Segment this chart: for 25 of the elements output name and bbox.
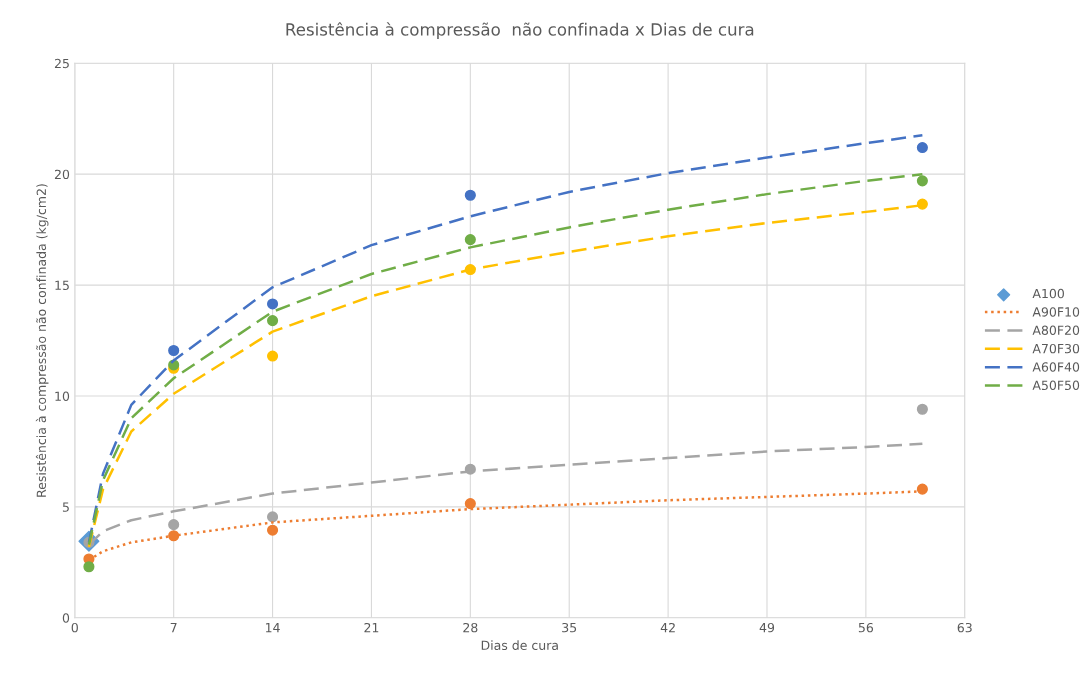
x-tick-label: 42 — [660, 622, 675, 633]
x-tick-label: 21 — [364, 622, 379, 633]
chart-title: Resistência à compressão não confinada x Dias de cura — [286, 22, 754, 39]
legend-label: A90F10 — [1032, 307, 1080, 317]
y-axis-title: Resistência à compressão não confinada (kg/cm2) — [35, 184, 49, 497]
x-tick-label: 0 — [71, 622, 78, 633]
y-tick-label: 0 — [62, 613, 70, 623]
x-tick-label: 35 — [562, 622, 577, 633]
y-tick-label: 20 — [54, 169, 70, 180]
x-tick-label: 7 — [170, 623, 177, 633]
y-tick-label: 25 — [54, 58, 69, 69]
legend-label: A50F50 — [1032, 380, 1080, 391]
y-tick-label: 10 — [55, 391, 70, 401]
y-tick-label: 5 — [62, 502, 69, 512]
x-tick-label: 28 — [463, 622, 478, 633]
legend-label: A60F40 — [1032, 362, 1080, 372]
legend-label: A70F30 — [1032, 343, 1080, 354]
x-axis-title: Dias de cura — [481, 640, 558, 650]
x-tick-label: 56 — [858, 622, 874, 633]
legend-label: A100 — [1032, 288, 1064, 299]
x-tick-label: 49 — [759, 622, 775, 633]
legend-label: A80F20 — [1032, 325, 1080, 335]
x-tick-label: 14 — [265, 623, 280, 633]
x-tick-label: 63 — [957, 622, 972, 633]
y-tick-label: 15 — [55, 280, 69, 291]
